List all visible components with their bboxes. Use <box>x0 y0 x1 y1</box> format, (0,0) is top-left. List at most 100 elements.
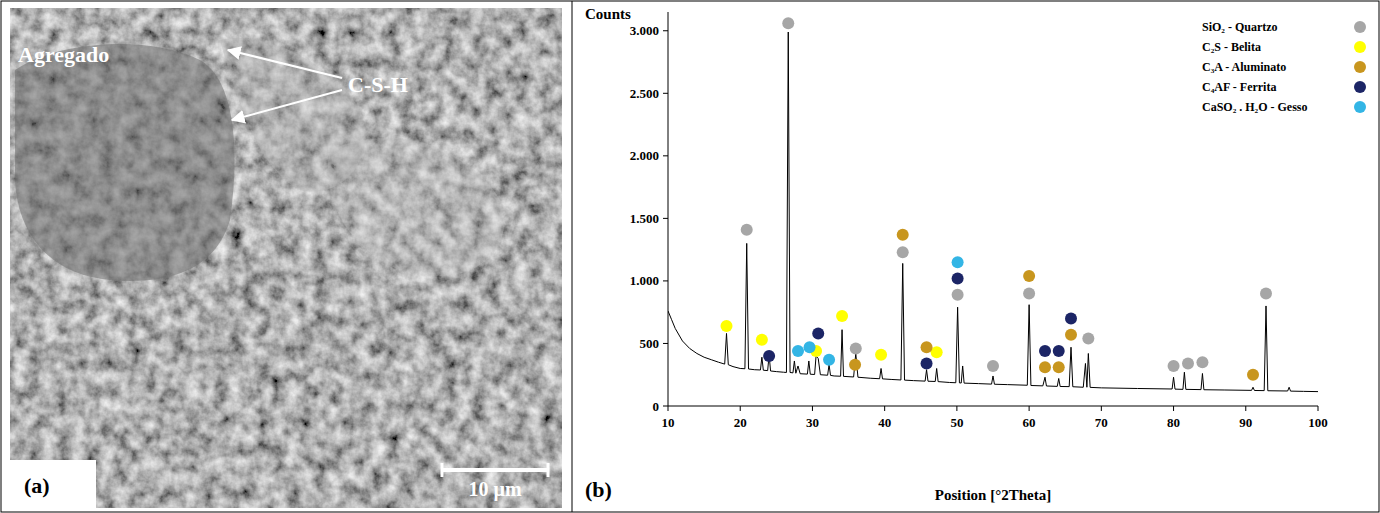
phase-marker <box>1082 332 1094 344</box>
y-tick <box>663 155 668 156</box>
phase-marker <box>850 342 862 354</box>
y-tick-label: 1.000 <box>630 273 659 288</box>
phase-marker <box>836 310 848 322</box>
panel-b: 05001.0001.5002.0002.5003.00010203040506… <box>585 6 1366 503</box>
aggregate-grain <box>15 44 235 281</box>
phase-marker <box>897 246 909 258</box>
phase-marker <box>1196 356 1208 368</box>
legend-swatch <box>1354 101 1366 113</box>
x-tick <box>884 406 885 411</box>
plot-marks <box>668 17 1318 391</box>
x-tick <box>1101 406 1102 411</box>
y-tick <box>663 30 668 31</box>
phase-marker <box>1023 287 1035 299</box>
legend-label: C₃A - Aluminato <box>1202 60 1286 74</box>
x-tick <box>1173 406 1174 411</box>
phase-marker <box>756 334 768 346</box>
legend-label: C₂S - Belita <box>1202 40 1261 54</box>
legend-label: SiO₂ - Quartzo <box>1202 20 1278 34</box>
arrow <box>228 50 342 78</box>
phase-marker <box>921 341 933 353</box>
x-tick <box>740 406 741 411</box>
phase-marker <box>1260 287 1272 299</box>
x-tick-label: 40 <box>878 415 891 430</box>
y-tick-label: 2.000 <box>630 148 659 163</box>
phase-marker <box>897 229 909 241</box>
phase-marker <box>875 349 887 361</box>
phase-marker <box>763 350 775 362</box>
y-tick <box>663 406 668 407</box>
phase-marker <box>1247 369 1259 381</box>
y-tick-label: 500 <box>640 336 660 351</box>
phase-marker <box>792 345 804 357</box>
phase-marker <box>1065 312 1077 324</box>
y-axis-title: Counts <box>585 6 631 22</box>
x-tick <box>668 406 669 411</box>
legend-swatch <box>1354 41 1366 53</box>
phase-marker <box>812 327 824 339</box>
x-tick-label: 90 <box>1239 415 1252 430</box>
y-tick <box>663 280 668 281</box>
phase-marker <box>952 272 964 284</box>
panel-a: Agregado C-S-H 10 µm (a) <box>10 8 562 508</box>
phase-marker <box>987 360 999 372</box>
phase-marker <box>849 359 861 371</box>
y-tick-label: 2.500 <box>630 86 659 101</box>
phase-marker <box>921 357 933 369</box>
x-tick-label: 100 <box>1308 415 1328 430</box>
micrograph <box>10 8 562 508</box>
phase-marker <box>721 320 733 332</box>
scale-bar-end <box>547 463 550 477</box>
phase-marker <box>952 256 964 268</box>
scale-label: 10 µm <box>468 478 522 501</box>
scale-bar-end <box>441 463 444 477</box>
phase-marker <box>1182 357 1194 369</box>
y-tick-label: 1.500 <box>630 211 659 226</box>
phase-marker <box>823 354 835 366</box>
panel-letter: (b) <box>585 477 612 502</box>
legend-swatch <box>1354 21 1366 33</box>
y-tick <box>663 343 668 344</box>
x-tick-label: 80 <box>1167 415 1180 430</box>
x-tick-label: 30 <box>806 415 819 430</box>
phase-marker <box>741 224 753 236</box>
y-axis <box>668 12 669 406</box>
x-axis-title: Position [°2Theta] <box>935 487 1051 503</box>
letter-box <box>10 460 96 508</box>
y-tick <box>663 93 668 94</box>
legend-label: CaSO₂ . H₂O - Gesso <box>1202 100 1308 114</box>
phase-marker <box>1039 345 1051 357</box>
x-tick <box>812 406 813 411</box>
x-tick-label: 70 <box>1095 415 1108 430</box>
x-tick <box>1318 406 1319 411</box>
phase-marker <box>1065 329 1077 341</box>
phase-marker <box>804 341 816 353</box>
csh-region <box>328 138 504 276</box>
figure: Agregado C-S-H 10 µm (a) 0 500 1.000 1.500 2.000… <box>0 0 1380 513</box>
phase-marker <box>782 17 794 29</box>
panel-letter: (a) <box>24 473 50 498</box>
x-tick-label: 20 <box>734 415 747 430</box>
legend: SiO₂ - Quartzo C₂S - Belita C₃A - Aluminat… <box>1202 20 1366 114</box>
y-tick-label: 3.000 <box>630 23 659 38</box>
x-tick-label: 10 <box>662 415 675 430</box>
label-csh: C-S-H <box>348 72 408 97</box>
phase-marker <box>1053 345 1065 357</box>
x-tick-label: 60 <box>1023 415 1036 430</box>
y-tick <box>663 218 668 219</box>
phase-marker <box>1053 361 1065 373</box>
xrd-pattern <box>668 32 1318 392</box>
divider <box>572 1 573 512</box>
arrow <box>232 90 342 120</box>
y-tick-label: 0 <box>653 399 660 414</box>
legend-label: C₄AF - Ferrita <box>1202 80 1276 94</box>
label-agregado: Agregado <box>18 42 109 67</box>
phase-marker <box>1168 360 1180 372</box>
x-axis <box>668 406 1318 407</box>
x-tick <box>1245 406 1246 411</box>
frame <box>1 1 1379 512</box>
scale-bar <box>442 468 548 472</box>
x-tick <box>1029 406 1030 411</box>
phase-marker <box>1039 361 1051 373</box>
phase-marker <box>1023 270 1035 282</box>
